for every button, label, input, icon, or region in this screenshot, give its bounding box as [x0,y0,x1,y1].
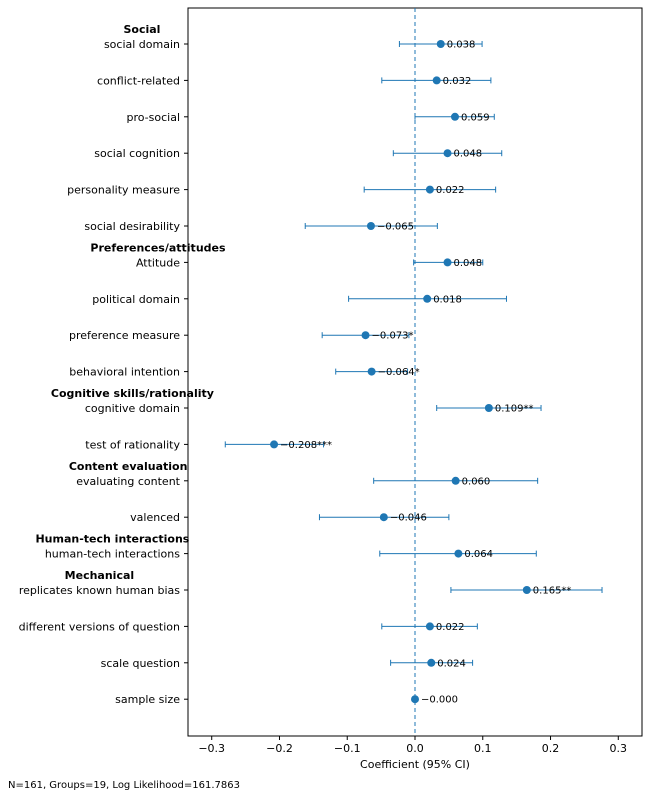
point-estimate [436,40,445,48]
point-estimate [451,476,460,485]
data-label: −0.073* [372,331,414,342]
point-estimate [454,549,463,558]
y-tick-label: scale question [101,657,180,670]
point-estimate [432,76,441,85]
point-estimate [484,404,493,412]
y-tick-label: valenced [130,511,180,524]
data-label: −0.064* [378,367,420,378]
forest-plot: −0.3 −0.2 −0.1 0.0 0.1 0.2 0.3 Coefficient (95%… [19,7,643,771]
data-label: −0.065 [377,222,414,233]
point-estimate [522,586,531,594]
data-label: 0.059 [461,112,490,123]
x-tick-label: 0.3 [610,742,628,755]
group-header: Human-tech interactions [35,533,189,546]
point-estimate [443,258,452,267]
point-estimate [379,513,388,522]
y-tick-label: cognitive domain [85,402,180,415]
x-tick-label: 0.0 [406,742,424,755]
group-header: Mechanical [65,569,135,582]
x-tick-label: 0.2 [542,742,560,755]
y-tick-label: evaluating content [76,475,180,488]
point-estimate [367,367,376,376]
y-tick-label: behavioral intention [69,366,180,379]
group-header: Preferences/attitudes [90,241,226,254]
data-label: 0.060 [462,476,491,487]
data-label: 0.022 [436,185,465,196]
x-tick-label: −0.2 [266,742,293,755]
group-header: Content evaluation [69,460,188,473]
data-label: 0.048 [454,258,483,269]
model-footnote: N=161, Groups=19, Log Likelihood=161.786… [8,780,240,791]
x-tick-label: −0.1 [334,742,361,755]
point-estimate [423,294,432,303]
point-estimate [450,112,459,121]
data-label: 0.064 [464,549,493,560]
x-axis-label: Coefficient (95% CI) [360,758,470,771]
y-tick-label: human-tech interactions [45,548,180,561]
data-label: 0.038 [447,40,476,51]
data-label: −0.208*** [280,440,332,451]
point-estimate [270,440,279,449]
y-tick-label: social cognition [94,147,180,160]
data-label: 0.032 [443,76,472,87]
point-estimate [425,622,434,631]
y-tick-label: test of rationality [85,438,180,451]
data-label: 0.048 [454,149,483,160]
data-label: 0.109** [495,404,534,415]
x-tick-label: 0.1 [474,742,492,755]
data-label: −0.046 [390,513,427,524]
data-label: 0.018 [433,294,462,305]
point-estimate [366,222,375,230]
data-label: 0.024 [437,658,466,669]
group-header: Social [123,23,160,36]
y-tick-label: preference measure [69,329,180,342]
data-label: −0.000 [421,695,458,706]
y-tick-label: replicates known human bias [19,584,180,597]
point-estimate [443,149,452,158]
y-tick-label: different versions of question [19,620,180,633]
data-label: 0.022 [436,622,465,633]
point-estimate [361,331,370,340]
y-tick-label: political domain [92,293,180,306]
y-tick-label: sample size [115,693,180,706]
point-estimate [427,658,436,667]
y-tick-label: social desirability [84,220,180,233]
y-tick-label: social domain [104,38,180,51]
y-tick-label: Attitude [136,256,180,269]
y-tick-label: conflict-related [97,74,180,87]
y-tick-label: pro-social [126,111,180,124]
data-label: 0.165** [533,586,572,597]
group-header: Cognitive skills/rationality [51,387,214,400]
point-estimate [425,185,434,194]
x-tick-label: −0.3 [198,742,225,755]
y-tick-label: personality measure [67,184,180,197]
point-estimate [411,695,419,704]
